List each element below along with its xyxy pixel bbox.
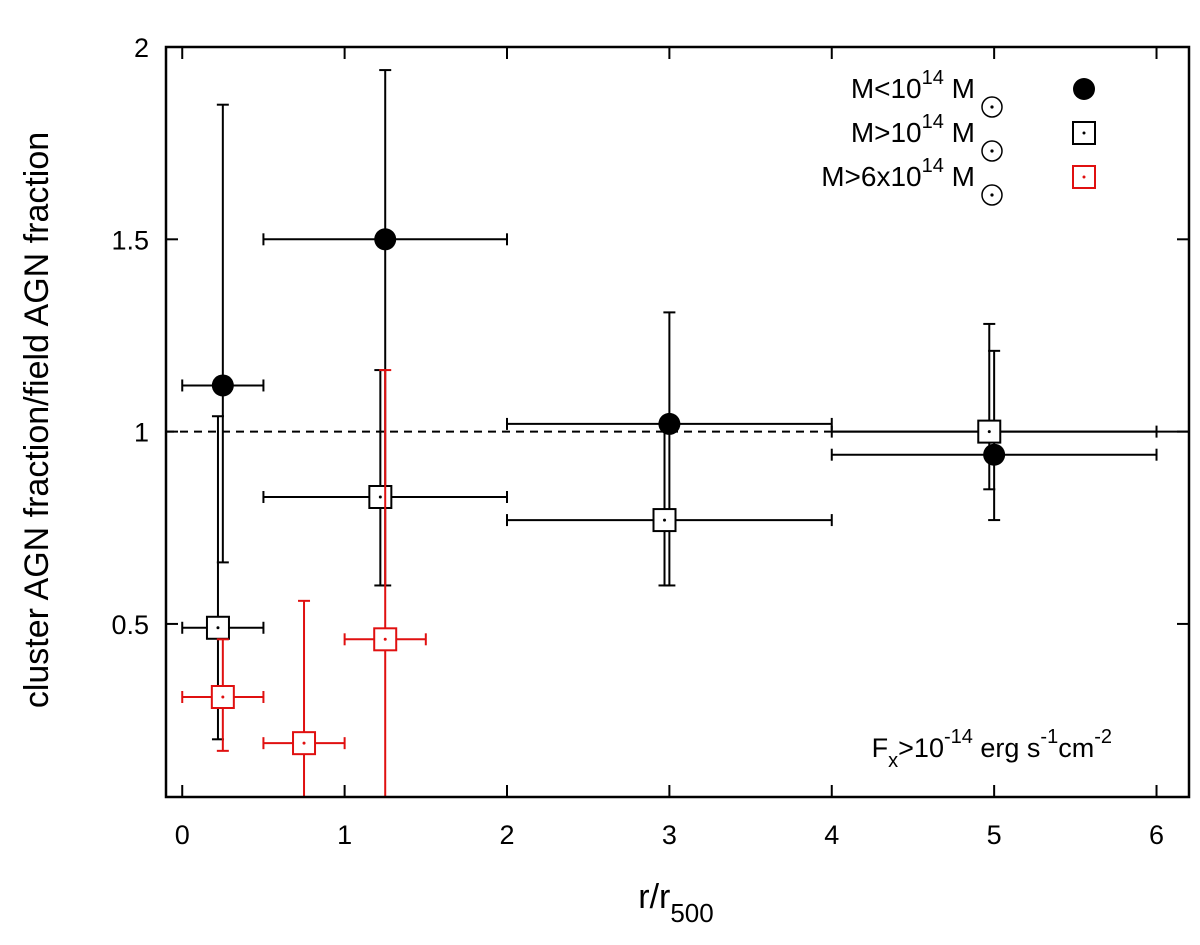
legend-label-unit: M — [944, 73, 975, 104]
flux-annotation: Fx>10-14 erg s-1cm-2 — [872, 726, 1112, 772]
y-tick-label: 0.5 — [111, 610, 149, 640]
plot-frame — [164, 45, 1191, 799]
marker-center-dot — [378, 495, 382, 499]
data-point-s2-2 — [343, 369, 427, 797]
x-axis-label-sub: 500 — [670, 898, 713, 928]
x-tick-label: 0 — [175, 820, 190, 850]
x-tick-label: 4 — [824, 820, 839, 850]
sun-symbol-icon — [981, 96, 1003, 118]
x-tick-label: 5 — [987, 820, 1002, 850]
sun-symbol-dot — [990, 105, 994, 109]
axes: 0 1 2 3 4 5 6 0.5 1 1.5 2 — [111, 33, 1191, 850]
legend-marker-center-dot — [1082, 175, 1086, 179]
y-axis-label: cluster AGN fraction/field AGN fraction — [18, 132, 56, 708]
y-tick-label: 1.5 — [111, 225, 149, 255]
legend-label-exponent: 14 — [922, 67, 944, 89]
x-axis-label: r/r500 — [638, 878, 713, 928]
legend-label-exponent: 14 — [922, 111, 944, 133]
legend-label: M<1014 M — [851, 67, 975, 104]
x-tick-label: 1 — [337, 820, 352, 850]
data-point-s1-2 — [506, 422, 833, 587]
legend-label-exponent: 14 — [922, 155, 944, 177]
marker-filled-circle — [211, 374, 234, 397]
legend-label-unit: M — [944, 161, 975, 192]
sun-symbol-icon — [981, 184, 1003, 206]
legend-label-base: M>10 — [851, 117, 922, 148]
data-point-s0-0 — [181, 103, 265, 564]
marker-center-dot — [221, 695, 225, 699]
x-tick-label: 2 — [499, 820, 514, 850]
legend: M<1014 MM>1014 MM>6x1014 M — [821, 67, 1096, 206]
legend-label-base: M<10 — [851, 73, 922, 104]
marker-center-dot — [663, 518, 667, 522]
marker-filled-circle — [374, 228, 397, 251]
legend-label: M>1014 M — [851, 111, 975, 148]
sun-symbol-dot — [990, 193, 994, 197]
marker-filled-circle — [983, 443, 1006, 466]
x-tick-label: 6 — [1149, 820, 1164, 850]
plot-area — [166, 69, 1189, 797]
sun-symbol-dot — [990, 149, 994, 153]
y-tick-label: 2 — [134, 33, 149, 63]
legend-marker-center-dot — [1082, 131, 1086, 135]
sun-symbol-icon — [981, 140, 1003, 162]
legend-label: M>6x1014 M — [821, 155, 975, 192]
data-point-s2-0 — [181, 638, 265, 752]
marker-center-dot — [987, 430, 991, 434]
data-point-s1-3 — [830, 322, 1158, 491]
marker-center-dot — [216, 626, 220, 630]
marker-center-dot — [302, 741, 306, 745]
legend-label-unit: M — [944, 117, 975, 148]
data-point-s2-1 — [262, 599, 346, 797]
legend-marker-filled-circle — [1073, 78, 1095, 100]
legend-label-base: M>6x10 — [821, 161, 921, 192]
x-axis-label-main: r/r — [638, 878, 670, 916]
data-point-s0-2 — [506, 311, 833, 587]
y-tick-label: 1 — [134, 418, 149, 448]
marker-center-dot — [383, 637, 387, 641]
x-tick-label: 3 — [662, 820, 677, 850]
